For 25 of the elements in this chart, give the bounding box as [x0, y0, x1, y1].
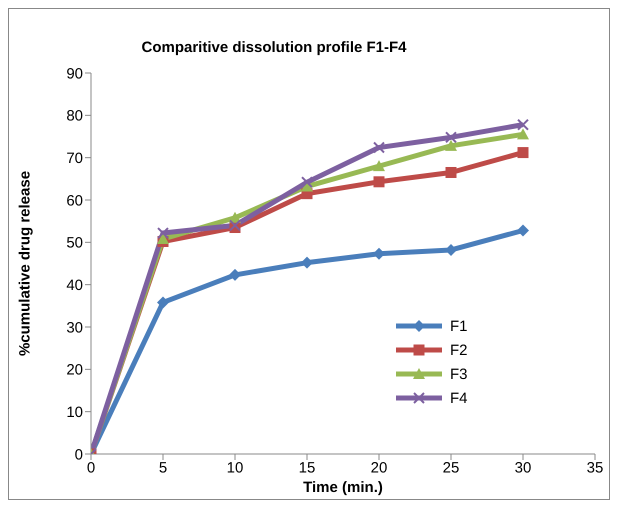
x-tick-label: 30: [514, 460, 532, 477]
x-tick-label: 0: [86, 460, 96, 477]
x-tick-label: 5: [158, 460, 168, 477]
y-tick-label: 40: [66, 276, 83, 294]
y-tick-label: 70: [66, 150, 83, 167]
legend-label: F2: [450, 342, 468, 358]
y-tick-label: 20: [66, 362, 83, 379]
y-tick-label: 30: [66, 319, 83, 336]
legend-label: F4: [450, 390, 468, 406]
chart-title: Comparitive dissolution profile F1-F4: [140, 39, 408, 56]
y-tick-label: 90: [66, 65, 83, 82]
x-tick-label: 25: [442, 460, 460, 477]
x-axis-title: Time (min.): [303, 479, 383, 496]
y-tick-label: 60: [66, 192, 83, 210]
x-tick-label: 20: [370, 460, 388, 477]
y-tick-label: 50: [66, 234, 83, 252]
legend-label: F3: [450, 366, 468, 382]
x-tick-label: 15: [298, 460, 316, 477]
y-tick-label: 10: [66, 404, 83, 421]
y-tick-label: 0: [74, 446, 83, 464]
y-axis-title: %cumulative drug release: [16, 170, 34, 356]
legend-label: F1: [450, 318, 468, 334]
y-tick-label: 80: [66, 108, 83, 125]
x-tick-label: 35: [586, 460, 604, 477]
x-tick-label: 10: [226, 460, 244, 477]
